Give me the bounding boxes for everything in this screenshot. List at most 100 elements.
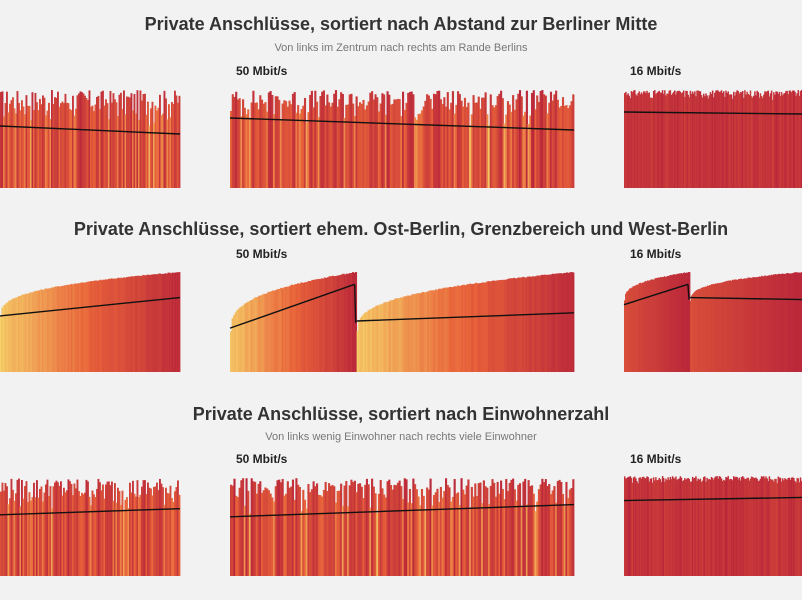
bar <box>776 483 778 576</box>
bar <box>698 479 701 576</box>
bar <box>689 300 692 372</box>
bar <box>142 274 145 372</box>
bar <box>547 274 550 372</box>
bar <box>10 100 13 188</box>
bar <box>626 291 628 372</box>
bar <box>407 502 410 576</box>
bar <box>90 505 92 576</box>
bar <box>391 300 394 372</box>
bar <box>24 293 27 372</box>
bar <box>81 492 83 576</box>
bar <box>670 275 672 372</box>
bar <box>76 283 78 372</box>
bar <box>738 278 740 372</box>
bar <box>676 91 678 188</box>
bar <box>664 276 667 372</box>
bar <box>462 106 465 188</box>
bar <box>432 495 436 576</box>
bar <box>309 94 312 188</box>
bar <box>321 91 324 188</box>
bar <box>353 272 356 372</box>
bar <box>283 287 286 372</box>
bar <box>339 274 342 372</box>
bar <box>73 283 76 372</box>
bar <box>393 99 396 188</box>
bar <box>78 491 80 576</box>
bar <box>96 97 98 188</box>
bar <box>59 286 62 372</box>
bar <box>484 282 487 372</box>
bar <box>302 489 305 576</box>
bar <box>16 91 19 188</box>
bar <box>729 478 732 576</box>
bar <box>704 96 706 188</box>
bar <box>790 92 793 188</box>
bar <box>386 481 389 576</box>
bar <box>40 104 43 188</box>
panel-label-16: 16 Mbit/s <box>630 452 682 466</box>
bar <box>518 483 522 576</box>
bar <box>118 491 121 576</box>
bar <box>81 92 83 188</box>
bar <box>250 478 253 576</box>
bar <box>257 483 260 576</box>
bar <box>84 282 87 372</box>
bar <box>798 482 801 576</box>
bar <box>115 502 118 576</box>
bar <box>629 288 631 372</box>
bar <box>351 272 354 372</box>
bar <box>726 280 729 372</box>
bar <box>276 289 279 372</box>
bar <box>785 479 787 576</box>
bar <box>443 97 446 188</box>
bar <box>6 91 8 188</box>
bar <box>688 272 691 372</box>
bar <box>684 272 687 372</box>
bar <box>758 97 761 188</box>
bar <box>707 479 709 576</box>
bar <box>634 476 636 576</box>
bar <box>130 276 132 372</box>
bar <box>728 479 731 576</box>
bar <box>370 308 373 372</box>
bar <box>789 479 792 576</box>
bar <box>706 285 709 372</box>
bar <box>69 481 71 576</box>
bar <box>710 93 713 188</box>
bar <box>662 93 665 188</box>
bar <box>0 491 2 576</box>
bar <box>740 278 742 372</box>
bar <box>648 92 650 188</box>
bar <box>145 275 148 372</box>
bar <box>745 278 747 372</box>
bar <box>740 92 743 188</box>
bar <box>94 104 97 188</box>
bar <box>542 274 545 372</box>
bar <box>777 273 780 372</box>
bar <box>489 94 492 188</box>
bar <box>494 105 497 188</box>
bar <box>739 480 742 576</box>
bar <box>450 501 453 576</box>
bar <box>324 481 327 576</box>
bar <box>655 277 657 372</box>
bar <box>348 94 351 188</box>
bar <box>785 90 787 188</box>
bar <box>383 302 386 372</box>
bar <box>312 481 315 576</box>
bar <box>144 93 146 188</box>
bar <box>448 286 451 372</box>
bar <box>713 283 715 372</box>
bar <box>569 272 572 372</box>
bar <box>733 279 736 372</box>
bar <box>748 480 751 576</box>
bar <box>678 478 681 576</box>
bar <box>556 273 559 372</box>
bar <box>770 90 773 188</box>
bar <box>309 492 312 576</box>
bar <box>67 103 70 188</box>
bar <box>548 102 551 188</box>
bar <box>674 90 676 188</box>
bar <box>756 276 759 372</box>
bar <box>305 122 308 188</box>
